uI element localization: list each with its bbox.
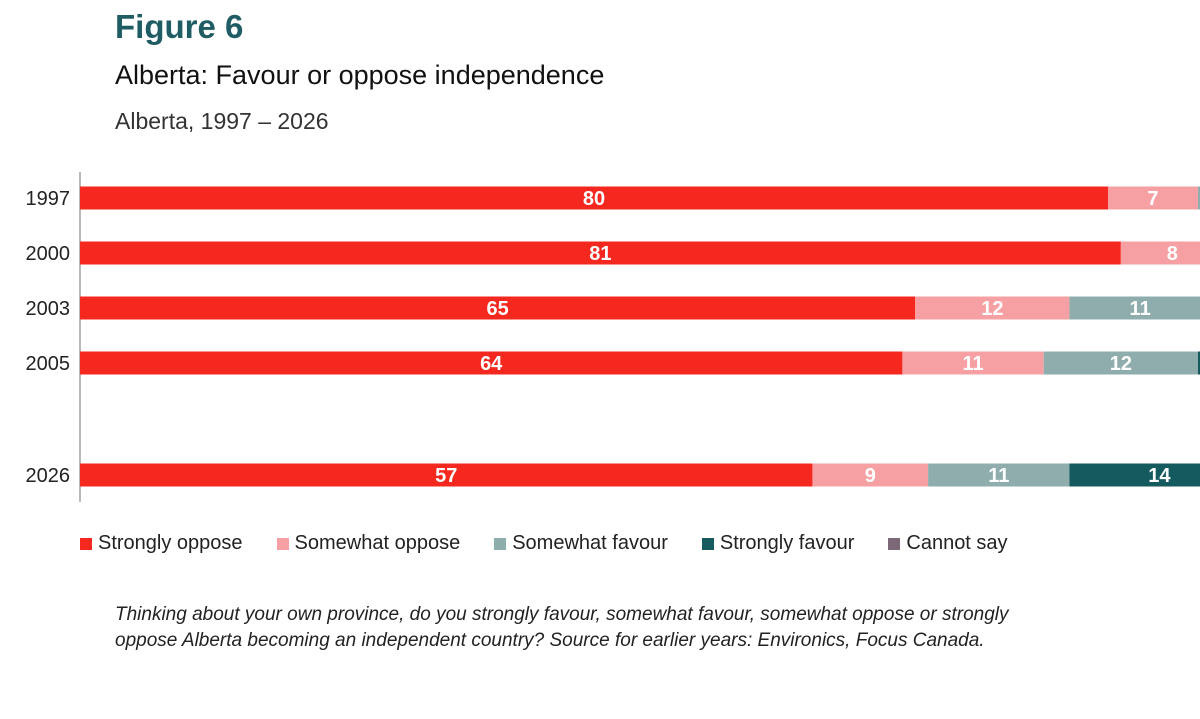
question-note: Thinking about your own province, do you… [115,604,1009,651]
data-label-2003-somewhat-favour: 11 [1130,298,1151,320]
legend-label: Somewhat favour [512,532,668,554]
bar-1997-strongly-oppose [80,186,1108,210]
legend-item-strongly-favour: Strongly favour [701,532,855,555]
bar-2026-strongly-oppose [80,463,813,487]
figure-label: Figure 6 [115,8,244,45]
bar-2003-somewhat-favour [1069,296,1200,320]
category-label-2000: 2000 [26,243,71,265]
bar-2026-somewhat-oppose [812,463,929,487]
chart-title: Alberta: Favour or oppose independence [115,60,605,90]
data-label-1997-somewhat-oppose: 7 [1147,188,1158,210]
category-label-2003: 2003 [26,298,71,320]
legend-swatch [276,537,289,550]
bar-2005-strongly-favour [1197,351,1200,375]
legend-label: Somewhat oppose [294,532,461,554]
legend-swatch [701,537,714,550]
data-label-2026-strongly-oppose: 57 [435,465,457,487]
category-label-2026: 2026 [26,465,71,487]
category-label-2005: 2005 [26,353,71,375]
data-label-2005-strongly-oppose: 64 [480,353,503,375]
bar-1997-somewhat-favour [1197,186,1200,210]
data-label-2005-somewhat-favour: 12 [1110,353,1132,375]
data-label-1997-strongly-oppose: 80 [583,188,605,210]
bar-2003-somewhat-oppose [915,296,1070,320]
legend-item-cannot-say: Cannot say [888,532,1008,555]
legend-item-strongly-oppose: Strongly oppose [80,532,243,555]
legend-swatch [80,537,92,550]
bar-2005-somewhat-favour [1043,351,1198,375]
bar-2005-somewhat-oppose [902,351,1044,375]
data-label-2000-strongly-oppose: 81 [589,243,611,265]
data-label-2026-strongly-favour: 14 [1148,465,1171,487]
legend-label: Strongly favour [719,532,855,554]
bar-2026-strongly-favour [1069,463,1200,487]
bar-2026-somewhat-favour [928,463,1070,487]
chart-legend: Strongly oppose Somewhat oppose Somewhat f… [80,532,1042,555]
bar-2005-strongly-oppose [80,351,903,375]
data-label-2000-somewhat-oppose: 8 [1167,243,1178,265]
chart-subtitle: Alberta, 1997 – 2026 [115,108,329,134]
bar-2000-strongly-oppose [80,241,1121,265]
data-label-2026-somewhat-oppose: 9 [865,465,876,487]
legend-item-somewhat-oppose: Somewhat oppose [276,532,461,555]
legend-swatch [494,537,507,550]
legend-item-somewhat-favour: Somewhat favour [494,532,668,555]
legend-swatch [888,537,901,550]
data-label-2003-strongly-oppose: 65 [487,298,509,320]
legend-label: Strongly oppose [98,532,243,554]
legend-label: Cannot say [906,532,1008,554]
stacked-bar-chart: 1997807652000818642003651211122005641112… [26,172,1200,502]
data-label-2005-somewhat-oppose: 11 [962,353,983,375]
category-label-1997: 1997 [26,188,71,210]
bar-2000-somewhat-oppose [1120,241,1200,265]
data-label-2026-somewhat-favour: 11 [988,465,1009,487]
bar-2003-strongly-oppose [80,296,916,320]
bar-1997-somewhat-oppose [1108,186,1198,210]
data-label-2003-somewhat-oppose: 12 [981,298,1003,320]
